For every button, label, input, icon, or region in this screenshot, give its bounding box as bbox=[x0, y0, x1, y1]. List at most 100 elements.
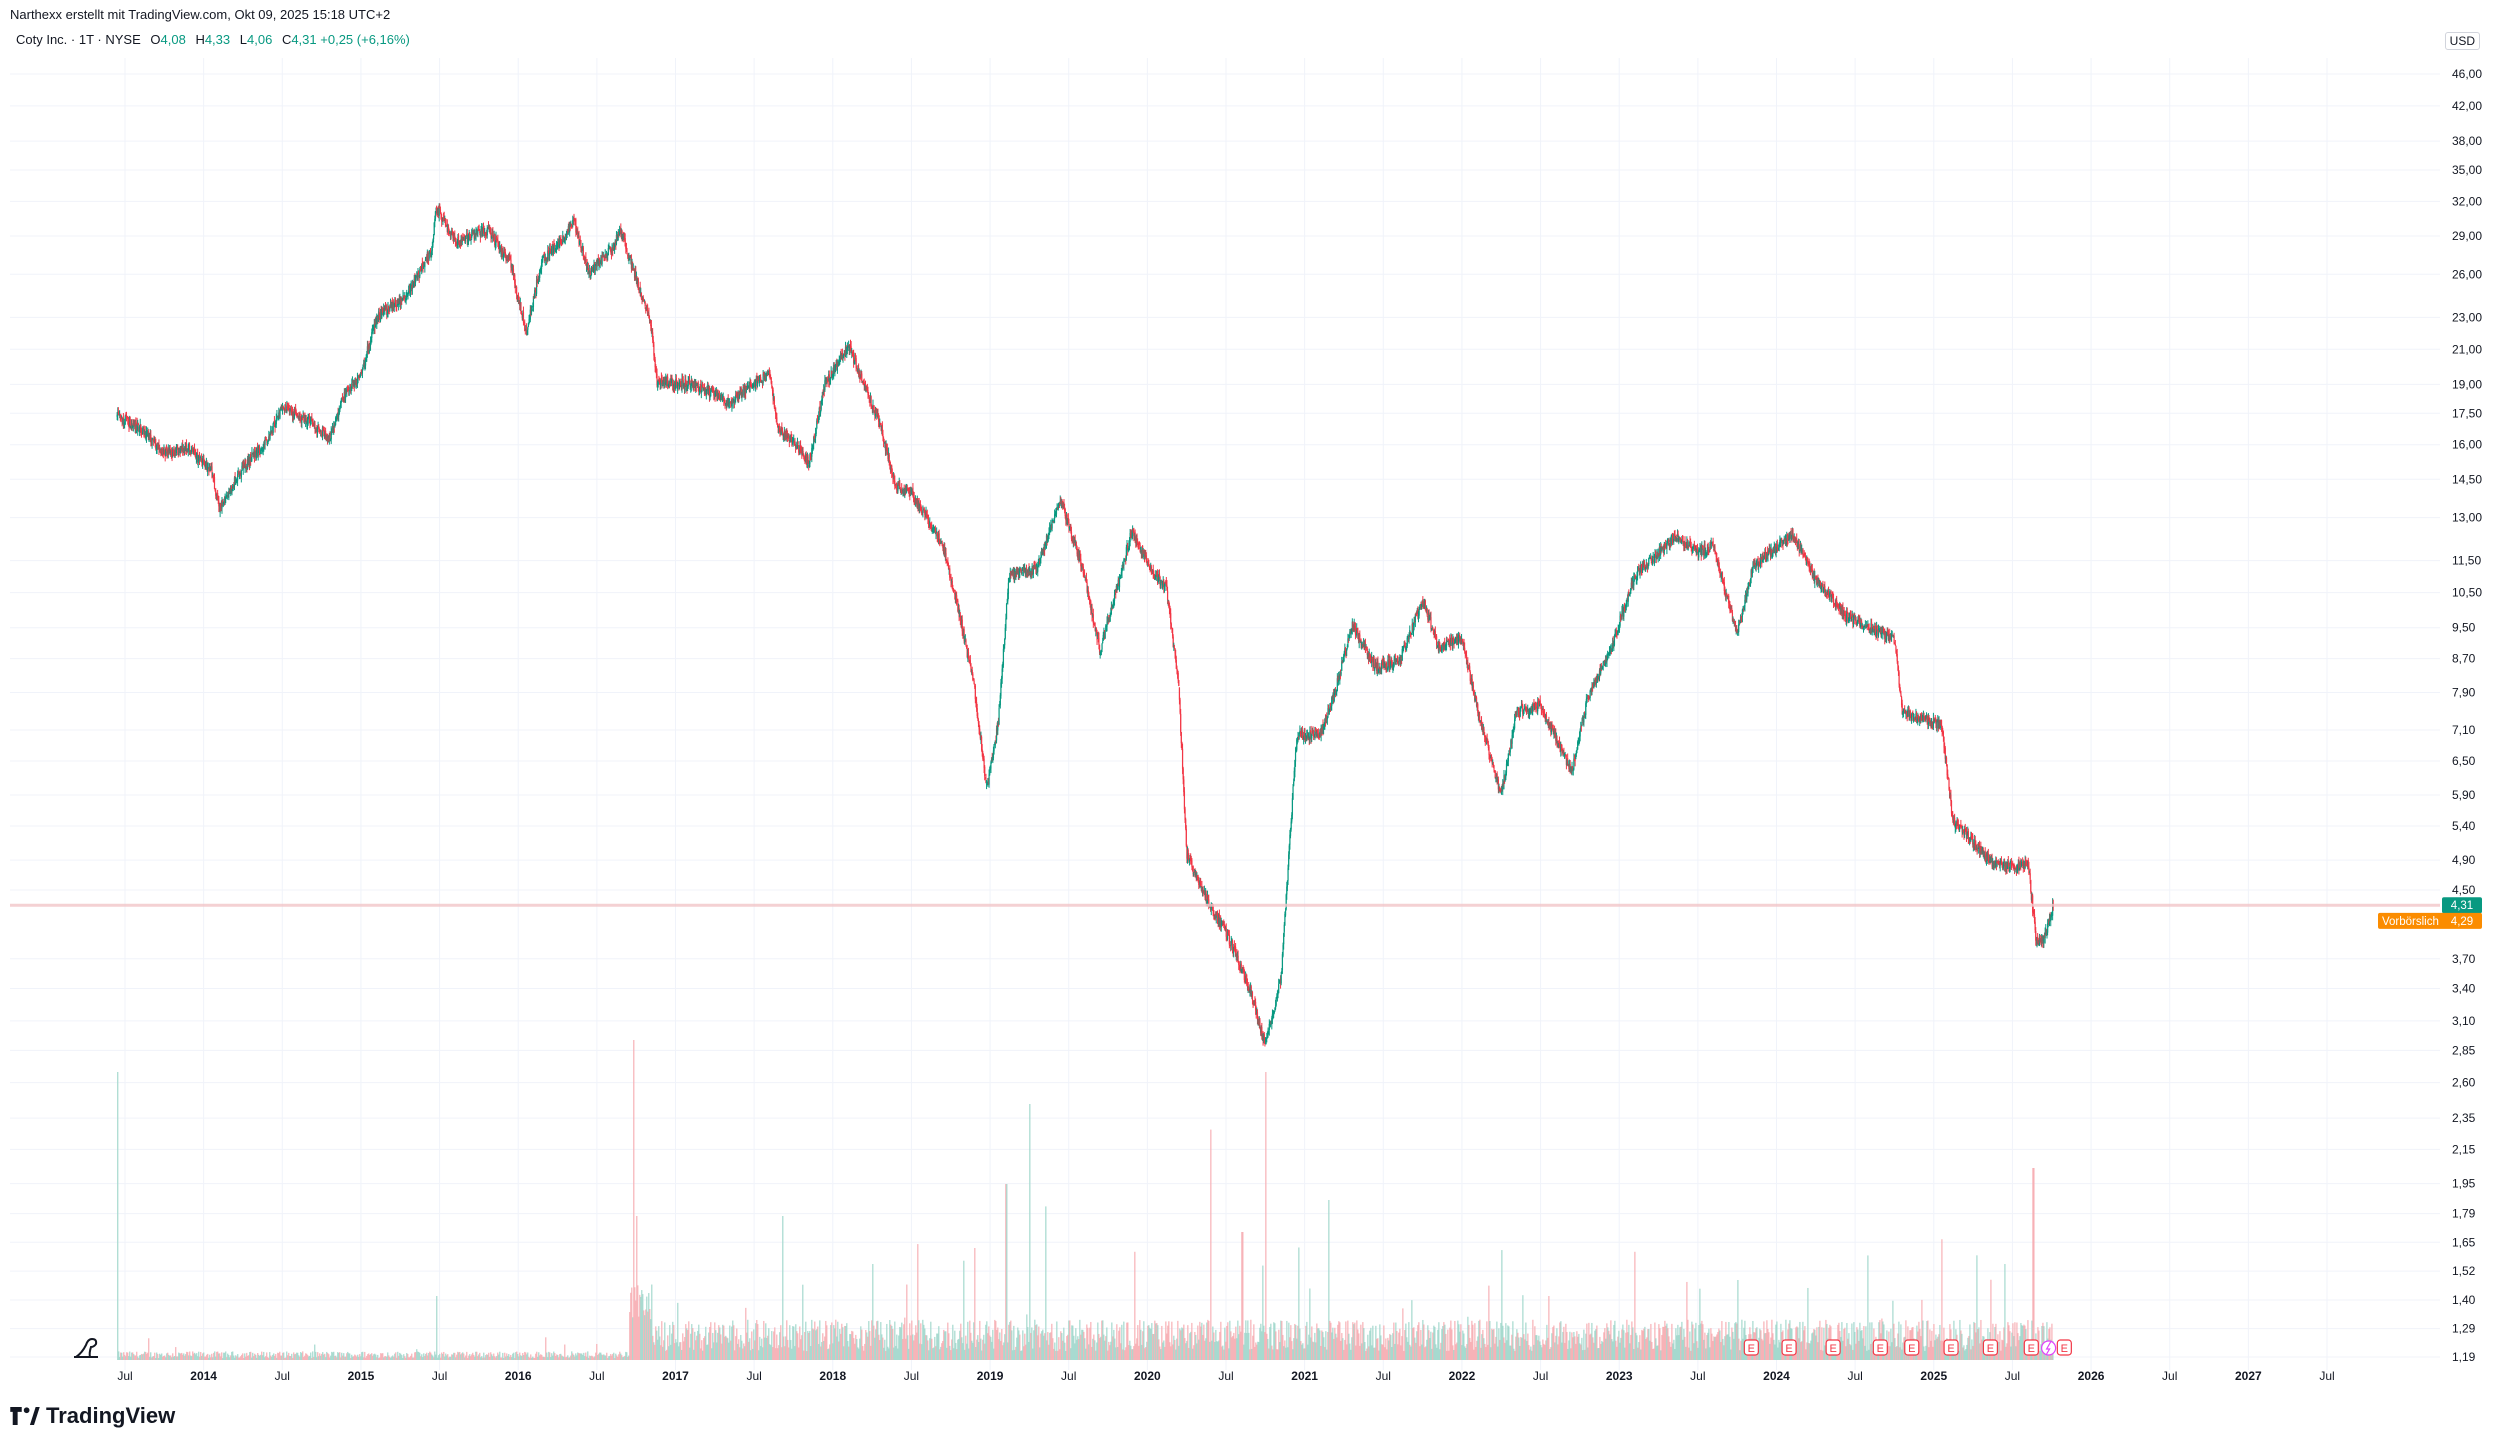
volume-bar bbox=[1437, 1329, 1439, 1360]
candle-body bbox=[168, 447, 170, 450]
volume-bar bbox=[956, 1349, 958, 1360]
candle-body bbox=[776, 417, 778, 423]
candle-body bbox=[791, 440, 794, 442]
candle-body bbox=[533, 296, 535, 299]
volume-bar bbox=[940, 1346, 942, 1360]
volume-bar bbox=[310, 1352, 312, 1360]
volume-bar bbox=[1068, 1320, 1070, 1360]
candle-body bbox=[357, 377, 359, 379]
volume-bar bbox=[150, 1352, 152, 1360]
candle-body bbox=[281, 406, 284, 411]
volume-bar bbox=[1508, 1326, 1510, 1360]
volume-bar bbox=[680, 1342, 682, 1360]
volume-bar bbox=[760, 1345, 762, 1360]
candle-body bbox=[554, 248, 556, 251]
volume-bar bbox=[886, 1323, 888, 1360]
candle-body bbox=[899, 489, 902, 492]
volume-bar bbox=[1091, 1346, 1093, 1360]
volume-bar bbox=[432, 1355, 434, 1360]
volume-bar bbox=[431, 1354, 433, 1360]
volume-bar bbox=[965, 1335, 967, 1360]
volume-bar bbox=[1357, 1329, 1359, 1360]
volume-bar bbox=[430, 1352, 432, 1360]
symbol-name[interactable]: Coty Inc. · 1T · NYSE bbox=[16, 32, 141, 47]
volume-bar bbox=[1433, 1325, 1435, 1360]
volume-bar bbox=[866, 1332, 868, 1360]
volume-bar bbox=[890, 1324, 892, 1360]
candle-body bbox=[198, 455, 201, 462]
volume-bar bbox=[748, 1341, 750, 1360]
candle-body bbox=[366, 353, 368, 358]
candle-body bbox=[508, 255, 510, 260]
volume-bar bbox=[935, 1346, 937, 1360]
candle-body bbox=[330, 431, 332, 440]
volume-bar bbox=[1187, 1325, 1189, 1360]
candle-body bbox=[783, 431, 785, 438]
volume-bar bbox=[1185, 1343, 1187, 1360]
candle-body bbox=[125, 415, 127, 417]
candle-body bbox=[199, 458, 201, 461]
volume-bar bbox=[650, 1319, 652, 1360]
volume-bar bbox=[701, 1340, 703, 1360]
volume-bar bbox=[1724, 1336, 1726, 1360]
volume-bar bbox=[1578, 1333, 1580, 1360]
volume-bar bbox=[770, 1345, 772, 1360]
volume-bar bbox=[1581, 1337, 1583, 1360]
candle-body bbox=[220, 503, 222, 507]
volume-bar bbox=[1467, 1316, 1469, 1360]
candle-body bbox=[870, 396, 872, 406]
volume-bar bbox=[785, 1336, 787, 1360]
candle-body bbox=[973, 680, 975, 685]
candle-body bbox=[329, 433, 331, 440]
candle-body bbox=[922, 509, 925, 511]
volume-bar bbox=[234, 1357, 236, 1360]
candle-body bbox=[1032, 566, 1034, 575]
volume-bar bbox=[319, 1353, 321, 1360]
candle-body bbox=[179, 448, 181, 453]
volume-bar bbox=[523, 1355, 525, 1360]
volume-bar bbox=[1674, 1349, 1676, 1360]
volume-bar bbox=[1253, 1324, 1255, 1360]
volume-bar bbox=[1182, 1328, 1184, 1360]
candle-body bbox=[1023, 567, 1025, 572]
candle-body bbox=[959, 615, 961, 618]
volume-bar bbox=[255, 1354, 257, 1360]
volume-bar bbox=[932, 1348, 934, 1360]
candle-body bbox=[552, 245, 554, 253]
candle-body bbox=[286, 405, 289, 407]
volume-bar bbox=[371, 1353, 373, 1360]
volume-bar bbox=[1656, 1345, 1658, 1360]
candle-body bbox=[813, 435, 815, 440]
currency-button[interactable]: USD bbox=[2444, 32, 2480, 50]
volume-bar bbox=[517, 1353, 519, 1360]
volume-bar bbox=[2039, 1350, 2041, 1360]
candle-body bbox=[735, 394, 737, 396]
volume-bar bbox=[1000, 1341, 1002, 1360]
volume-bar bbox=[1770, 1337, 1772, 1360]
candle-body bbox=[313, 424, 315, 427]
candle-body bbox=[815, 429, 817, 434]
candle-body bbox=[761, 382, 763, 383]
volume-bar bbox=[1532, 1319, 1534, 1360]
candle-body bbox=[201, 462, 203, 467]
volume-bar bbox=[324, 1353, 326, 1360]
candle-body bbox=[218, 506, 221, 512]
volume-bar bbox=[352, 1356, 354, 1360]
candle-body bbox=[657, 379, 659, 385]
candle-body bbox=[739, 390, 741, 392]
candle-body bbox=[877, 414, 880, 422]
volume-bar bbox=[1542, 1339, 1544, 1360]
volume-bar bbox=[1514, 1350, 1516, 1360]
volume-bar bbox=[1203, 1324, 1205, 1360]
volume-bar bbox=[1178, 1345, 1180, 1360]
volume-bar bbox=[1090, 1321, 1092, 1360]
volume-bar bbox=[1497, 1346, 1499, 1360]
candle-body bbox=[701, 385, 704, 387]
volume-bar bbox=[604, 1355, 606, 1360]
volume-bar bbox=[1463, 1333, 1465, 1360]
volume-bar bbox=[881, 1334, 883, 1360]
volume-bar bbox=[1723, 1345, 1725, 1360]
volume-bar bbox=[1067, 1334, 1069, 1360]
candle-body bbox=[698, 391, 701, 393]
